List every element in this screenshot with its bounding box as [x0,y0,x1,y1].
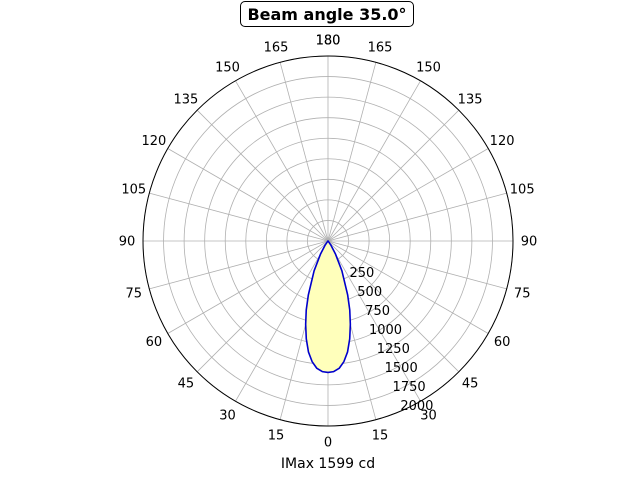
radial-tick-label: 250 [349,266,374,281]
data-layer [304,240,352,374]
polar-frame [142,55,514,427]
angular-grid-line [327,148,489,242]
angular-grid-line [327,240,507,290]
angle-tick-label: 150 [215,60,240,75]
radial-tick-label: 2000 [400,399,433,414]
angle-tick-label: 75 [514,287,531,302]
angle-tick-label: 105 [121,183,146,198]
angle-tick-label: 90 [521,235,538,250]
angular-grid-line [327,192,507,242]
angle-tick-label: 30 [219,409,236,424]
angular-grid-line [327,109,460,242]
angle-tick-label: 45 [178,377,195,392]
angle-tick-label: 45 [462,377,479,392]
radial-tick-label: 1750 [393,380,426,395]
angular-grid-line [327,240,421,402]
angle-tick-label: 30 [420,409,437,424]
angle-tick-label: 15 [372,429,389,444]
chart-title: Beam angle 35.0° [240,1,414,27]
angle-tick-label: 90 [119,235,136,250]
angular-grid-line [196,240,329,373]
series-line [304,240,352,374]
angular-grid-line [167,240,329,334]
radial-tick-label: 1000 [369,323,402,338]
angular-grid-line [327,80,421,242]
angle-tick-label: 135 [173,92,198,107]
angle-tick-label: 150 [416,60,441,75]
radial-tick-label: 750 [365,304,390,319]
angle-tick-label: 180 [316,34,341,49]
angle-tick-label: 120 [141,134,166,149]
angle-tick-label: 60 [494,335,511,350]
series-fill [305,241,351,373]
radial-tick-label: 1500 [385,361,418,376]
angle-tick-label: 180 [316,34,341,49]
radial-tick-label: 1250 [377,342,410,357]
angular-grid-line [327,62,377,242]
angle-tick-label: 15 [268,429,285,444]
angular-grid-line [149,192,329,242]
angular-grid-line [149,240,329,290]
angle-tick-label: 75 [126,287,143,302]
radial-tick-label: 500 [357,285,382,300]
angle-tick-label: 135 [458,92,483,107]
angular-grid-line [235,80,329,242]
angular-grid-line [196,109,329,242]
angular-grid-line [279,62,329,242]
angular-grid-line [327,240,489,334]
angle-tick-label: 120 [490,134,515,149]
angular-grid-line [235,240,329,402]
angle-tick-label: 60 [146,335,163,350]
angular-grid-line [327,240,460,373]
angular-grid-line [167,148,329,242]
angle-tick-label: 165 [264,40,289,55]
angle-tick-label: 165 [368,40,393,55]
x-axis-label: IMax 1599 cd [280,456,376,472]
angle-tick-label: 105 [510,183,535,198]
angle-tick-label: 0 [324,436,332,451]
